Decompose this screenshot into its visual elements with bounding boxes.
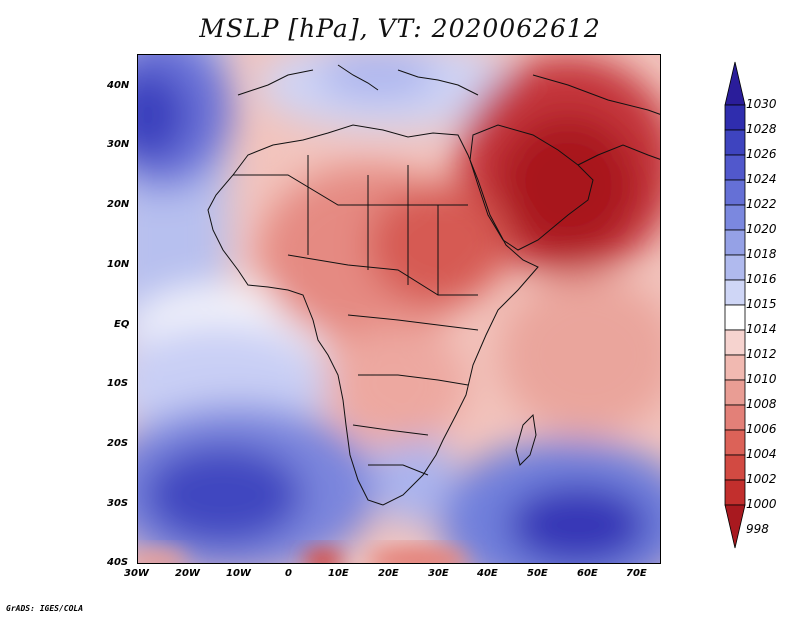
lat-label: 30N bbox=[107, 139, 130, 150]
colorbar-swatch bbox=[724, 354, 746, 381]
lat-label: 10N bbox=[107, 259, 130, 270]
colorbar-level-label: 1028 bbox=[746, 122, 777, 136]
colorbar-level-label: 1024 bbox=[746, 172, 777, 186]
colorbar-swatch bbox=[724, 61, 746, 106]
colorbar-swatch bbox=[724, 179, 746, 206]
colorbar-level-label: 1000 bbox=[746, 497, 777, 511]
lon-label: 30W bbox=[124, 568, 149, 579]
map-title: MSLP [hPa], VT: 2020062612 bbox=[199, 14, 601, 43]
colorbar-level-label: 998 bbox=[746, 522, 769, 536]
footer-credit: GrADS: IGES/COLA bbox=[6, 604, 84, 613]
colorbar-swatch bbox=[724, 329, 746, 356]
lon-label: 10E bbox=[328, 568, 349, 579]
lon-label: 20E bbox=[378, 568, 399, 579]
lon-label: 20W bbox=[175, 568, 200, 579]
colorbar-swatch bbox=[724, 229, 746, 256]
colorbar-level-label: 1010 bbox=[746, 372, 777, 386]
colorbar-level-label: 1002 bbox=[746, 472, 777, 486]
lat-label: 20N bbox=[107, 199, 130, 210]
lat-label: 20S bbox=[107, 438, 129, 449]
map-frame bbox=[137, 54, 661, 564]
colorbar-level-label: 1012 bbox=[746, 347, 777, 361]
lon-label: 60E bbox=[577, 568, 598, 579]
colorbar-level-label: 1020 bbox=[746, 222, 777, 236]
colorbar-swatch bbox=[724, 154, 746, 181]
colorbar-level-label: 1006 bbox=[746, 422, 777, 436]
colorbar-swatch bbox=[724, 129, 746, 156]
colorbar-swatch bbox=[724, 429, 746, 456]
colorbar-level-label: 1018 bbox=[746, 247, 777, 261]
lon-label: 50E bbox=[527, 568, 548, 579]
colorbar-swatch bbox=[724, 204, 746, 231]
colorbar-swatch bbox=[724, 104, 746, 131]
pressure-field-map bbox=[138, 55, 660, 563]
coastline bbox=[207, 64, 660, 506]
colorbar-level-label: 1026 bbox=[746, 147, 777, 161]
colorbar-level-label: 1008 bbox=[746, 397, 777, 411]
lat-label: EQ bbox=[114, 319, 130, 330]
colorbar-level-label: 1015 bbox=[746, 297, 777, 311]
lon-label: 0 bbox=[285, 568, 292, 579]
lon-label: 30E bbox=[428, 568, 449, 579]
colorbar-level-label: 1014 bbox=[746, 322, 777, 336]
colorbar-swatch bbox=[724, 254, 746, 281]
lat-label: 30S bbox=[107, 498, 129, 509]
colorbar-level-label: 1022 bbox=[746, 197, 777, 211]
colorbar-swatch bbox=[724, 504, 746, 549]
colorbar-level-label: 1016 bbox=[746, 272, 777, 286]
colorbar-swatch bbox=[724, 304, 746, 331]
lat-label: 40N bbox=[107, 80, 130, 91]
colorbar-swatch bbox=[724, 479, 746, 506]
colorbar-swatch bbox=[724, 454, 746, 481]
lon-label: 10W bbox=[226, 568, 251, 579]
colorbar-swatch bbox=[724, 404, 746, 431]
colorbar-level-label: 1004 bbox=[746, 447, 777, 461]
lat-label: 10S bbox=[107, 378, 129, 389]
colorbar-swatch bbox=[724, 279, 746, 306]
colorbar bbox=[724, 61, 746, 549]
lat-label: 40S bbox=[107, 557, 129, 568]
lon-label: 70E bbox=[626, 568, 647, 579]
colorbar-level-label: 1030 bbox=[746, 97, 777, 111]
colorbar-swatch bbox=[724, 379, 746, 406]
lon-label: 40E bbox=[477, 568, 498, 579]
